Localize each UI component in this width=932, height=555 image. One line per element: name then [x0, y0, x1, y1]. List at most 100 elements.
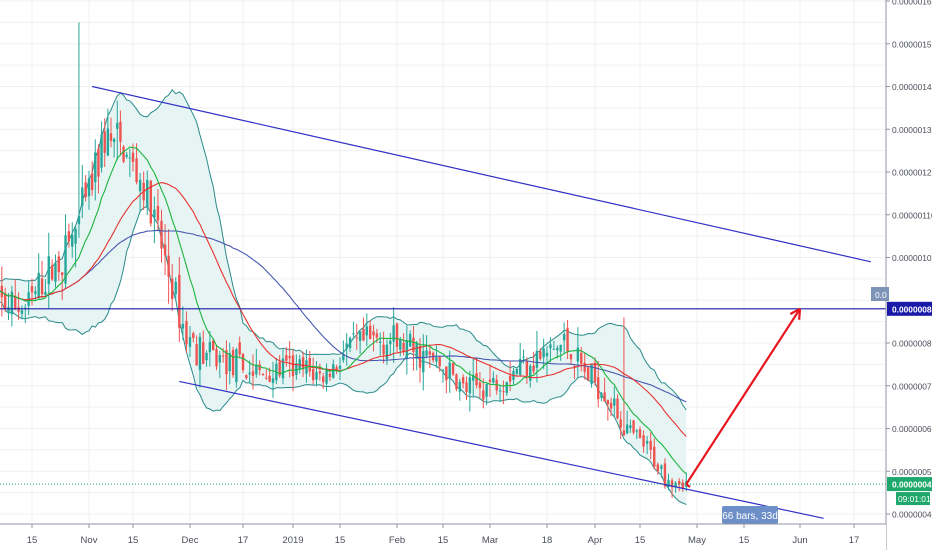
candles — [0, 22, 688, 498]
candle-body — [225, 350, 228, 375]
candle-body — [311, 369, 315, 381]
candle-body — [3, 293, 7, 310]
candle-body — [332, 364, 335, 378]
candle-body — [461, 377, 465, 384]
candle — [355, 323, 358, 350]
candle — [485, 383, 488, 406]
candle-body — [94, 152, 97, 183]
candle-body — [492, 377, 495, 383]
candle — [382, 331, 385, 364]
x-tick-label: Dec — [182, 535, 199, 546]
y-tick-label: 0.00000120 — [892, 168, 932, 178]
candle — [135, 143, 138, 185]
candle-body — [14, 295, 17, 310]
candle — [181, 306, 185, 341]
candle-body — [64, 235, 67, 284]
bollinger-fill — [0, 89, 687, 505]
candle — [315, 361, 318, 387]
last-price-label: 0.00000047 — [887, 477, 932, 492]
candle — [265, 369, 268, 380]
candle — [478, 371, 482, 398]
candle — [372, 324, 375, 352]
candle-body — [146, 179, 149, 208]
measurement-label[interactable]: 66 bars, 33d — [722, 506, 778, 524]
candle — [235, 347, 238, 388]
candle — [17, 292, 20, 321]
candle-body — [103, 131, 106, 153]
measurement-label-text: 66 bars, 33d — [722, 511, 778, 522]
candle-body — [149, 180, 153, 224]
candle-body — [505, 382, 508, 393]
candle-body — [318, 371, 322, 374]
candle — [311, 357, 315, 385]
candle-body — [573, 365, 576, 367]
candle — [468, 370, 472, 412]
y-tick-label: 0.00000160 — [892, 0, 932, 7]
moving-averages — [0, 146, 687, 475]
ma-blue-line — [0, 229, 687, 403]
candle-body — [515, 368, 519, 374]
candle-body — [285, 355, 288, 361]
projection-arrow[interactable] — [685, 307, 802, 488]
candle — [81, 164, 84, 219]
candle — [211, 338, 215, 351]
candle — [576, 327, 580, 378]
candle-body — [47, 256, 50, 285]
candle-body — [613, 398, 616, 406]
candle — [448, 350, 451, 393]
y-tick-label: 0.00000100 — [892, 253, 932, 263]
candle — [603, 377, 606, 402]
candle-body — [408, 333, 412, 347]
candle — [225, 340, 228, 391]
candle-body — [205, 352, 208, 361]
candle-body — [218, 355, 222, 363]
candle-body — [629, 425, 632, 429]
candle — [609, 397, 613, 417]
candle-body — [228, 353, 231, 372]
candle — [379, 332, 382, 356]
candle-body — [37, 272, 40, 299]
candle — [532, 351, 535, 375]
x-tick-label: 17 — [238, 535, 249, 546]
candle-body — [71, 234, 74, 247]
candle-body — [562, 334, 566, 341]
candle — [170, 263, 174, 311]
candle — [119, 110, 122, 156]
candle-body — [435, 356, 438, 362]
candle — [649, 432, 652, 460]
upper-channel-trendline[interactable] — [92, 85, 872, 263]
arrow-head-right — [789, 307, 801, 315]
candle-body — [625, 424, 629, 434]
candle — [167, 229, 170, 304]
candle-body — [67, 231, 71, 242]
candle — [358, 330, 362, 354]
candle-body — [498, 390, 502, 392]
candle — [174, 277, 177, 300]
candle — [385, 339, 389, 366]
y-tick-label: 0.00000110 — [892, 210, 932, 220]
candle — [160, 209, 163, 263]
candle — [606, 399, 610, 421]
candle — [77, 22, 81, 238]
candle — [215, 344, 218, 371]
candle-body — [295, 363, 298, 375]
candle — [288, 341, 291, 378]
candle-body — [100, 134, 103, 168]
candle — [549, 337, 552, 363]
x-tick-label: 2019 — [282, 535, 303, 546]
candle — [84, 175, 87, 202]
candle-body — [322, 376, 325, 383]
candle — [365, 313, 369, 347]
measurement-label-box — [722, 506, 778, 524]
lower-channel-trendline[interactable] — [179, 380, 824, 519]
x-tick-label: 15 — [635, 535, 646, 546]
candle — [57, 250, 61, 281]
candle — [116, 100, 119, 161]
candle — [106, 108, 110, 157]
candle-body — [138, 179, 142, 192]
candle — [342, 340, 345, 363]
trendline-drawings[interactable]: 66 bars, 33d — [0, 85, 886, 525]
